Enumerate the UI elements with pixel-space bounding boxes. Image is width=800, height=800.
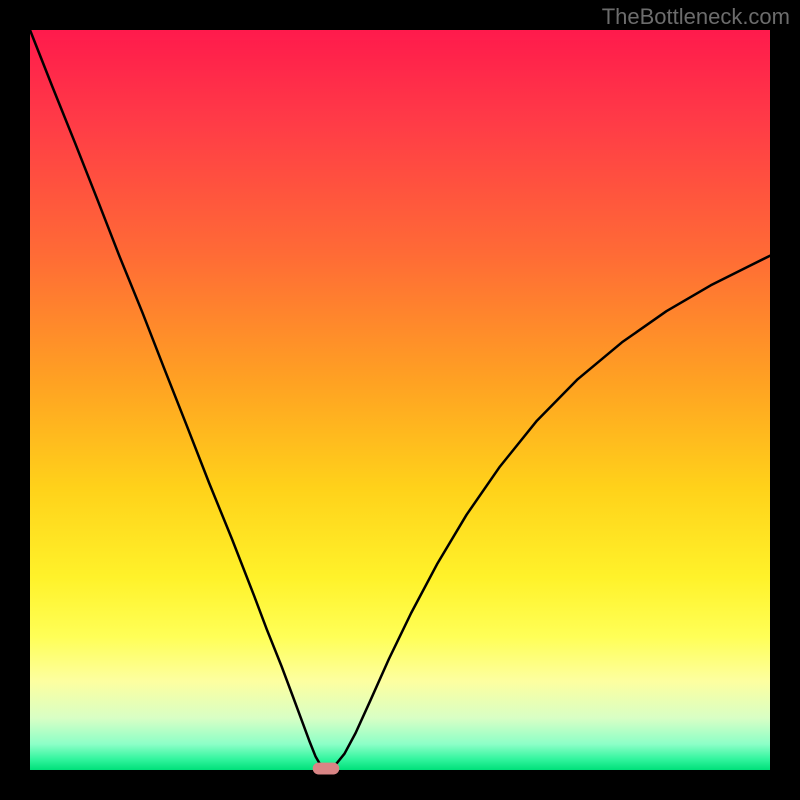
watermark-text: TheBottleneck.com [602,4,790,30]
plot-gradient-background [30,30,770,770]
bottleneck-chart [0,0,800,800]
chart-container: TheBottleneck.com [0,0,800,800]
minimum-marker [313,763,340,775]
